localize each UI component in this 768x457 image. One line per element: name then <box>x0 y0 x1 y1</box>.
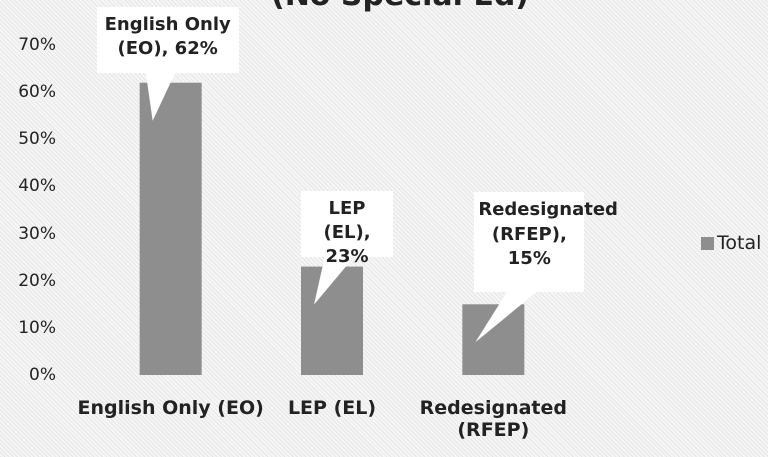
y-tick-label: 60% <box>18 82 56 103</box>
callout-pointer <box>145 71 176 121</box>
legend-label: Total <box>717 232 762 254</box>
y-tick-label: 30% <box>18 223 56 244</box>
data-label: Redesignated (RFEP), 15% <box>474 192 618 293</box>
y-tick-label: 40% <box>18 176 56 197</box>
callout-pointer <box>475 291 538 343</box>
x-tick-label: LEP (EL) <box>287 397 377 419</box>
bar <box>301 266 363 375</box>
bar <box>139 82 202 375</box>
legend-swatch <box>701 237 714 250</box>
callout-pointer <box>314 255 355 305</box>
x-tick-label: Redesignated (RFEP) <box>419 397 567 441</box>
x-tick-label: English Only (EO) <box>77 397 264 419</box>
data-label: LEP (EL), 23% <box>301 190 393 267</box>
data-label: English Only (EO), 62% <box>96 6 239 73</box>
chart-title: (No Special Ed) <box>0 0 768 13</box>
y-tick-label: 50% <box>18 129 56 150</box>
y-tick-label: 0% <box>29 365 56 385</box>
y-tick-label: 10% <box>18 317 56 338</box>
y-tick-label: 20% <box>18 270 56 291</box>
y-tick-label: 70% <box>18 35 56 55</box>
